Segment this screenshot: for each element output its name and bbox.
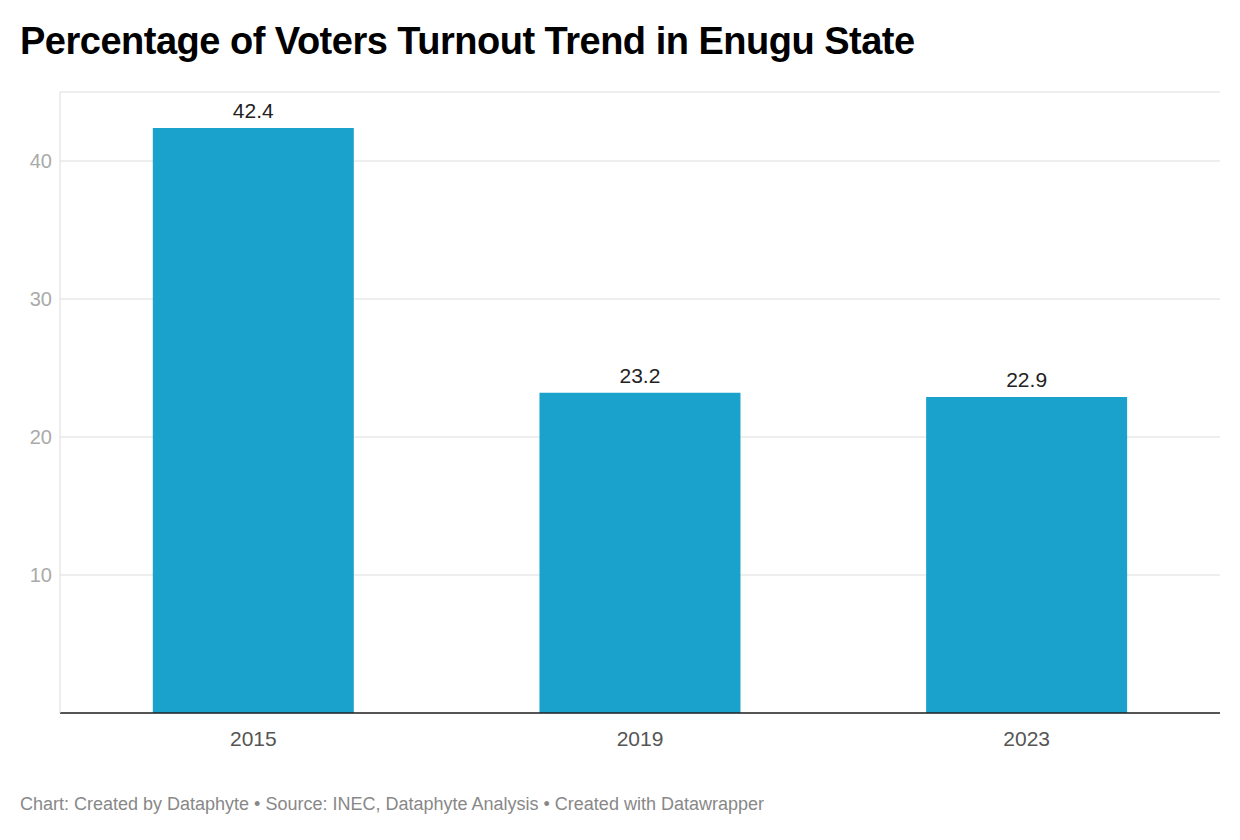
svg-text:23.2: 23.2 [620, 364, 661, 387]
svg-text:10: 10 [30, 564, 52, 586]
svg-text:30: 30 [30, 288, 52, 310]
svg-text:22.9: 22.9 [1006, 368, 1047, 391]
html-text:Chart: Created by Dataphyte •: Chart: Created by Dataphyte • Source: IN… [20, 794, 764, 814]
svg-text:40: 40 [30, 150, 52, 172]
svg-text:2019: 2019 [617, 727, 664, 750]
svg-text:20: 20 [30, 426, 52, 448]
svg-text:2015: 2015 [230, 727, 277, 750]
svg-text:42.4: 42.4 [233, 99, 274, 122]
svg-text:2023: 2023 [1003, 727, 1050, 750]
html-text:Percentage of Voters Turnout T: Percentage of Voters Turnout Trend in En… [20, 20, 915, 62]
